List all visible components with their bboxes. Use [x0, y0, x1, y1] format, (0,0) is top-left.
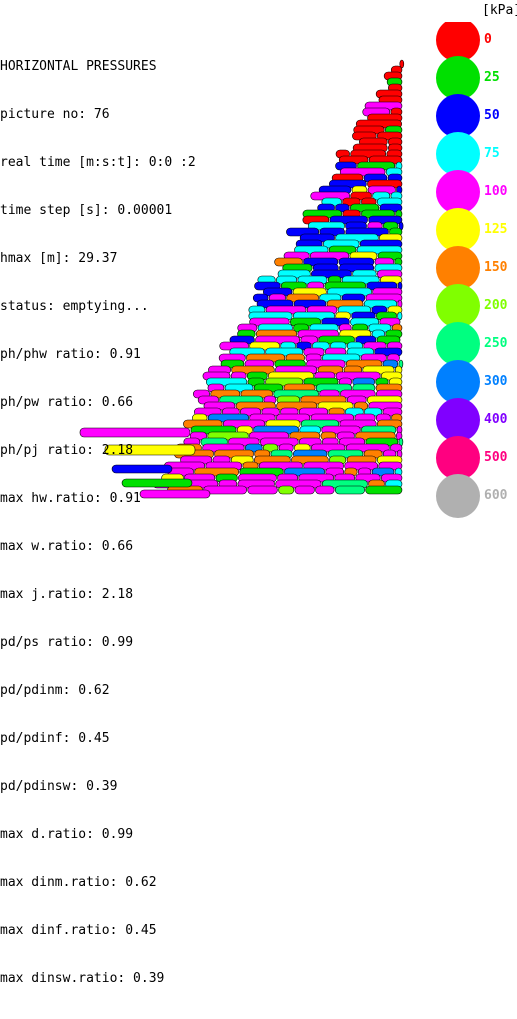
particle	[278, 485, 295, 495]
info-panel: HORIZONTAL PRESSURES picture no: 76 real…	[0, 27, 196, 1019]
legend-label: 50	[484, 108, 500, 123]
info-line-time-step: time step [s]: 0.00001	[0, 203, 173, 218]
legend-label: 250	[484, 336, 508, 351]
particle	[334, 485, 366, 495]
legend-swatch	[436, 170, 480, 214]
particle	[294, 485, 315, 495]
simulation-view: HORIZONTAL PRESSURES picture no: 76 real…	[0, 3, 517, 986]
info-line-pd-ps: pd/ps ratio: 0.99	[0, 635, 134, 650]
legend-label: 500	[484, 450, 508, 465]
particle	[315, 485, 335, 495]
info-line-max-dinsw: max dinsw.ratio: 0.39	[0, 971, 165, 986]
info-line-max-dinf: max dinf.ratio: 0.45	[0, 923, 157, 938]
legend-swatch	[436, 474, 480, 518]
info-line-pd-pdinf: pd/pdinf: 0.45	[0, 731, 110, 746]
legend-unit: [kPa]	[482, 3, 517, 18]
legend-label: 600	[484, 488, 508, 503]
info-line-hmax: hmax [m]: 29.37	[0, 251, 118, 266]
legend-label: 25	[484, 70, 500, 85]
info-line-real-time: real time [m:s:t]: 0:0 :2	[0, 155, 196, 170]
legend-swatch	[436, 94, 480, 138]
legend-label: 150	[484, 260, 508, 275]
legend-swatch	[436, 56, 480, 100]
legend-swatch	[436, 322, 480, 366]
info-line-pd-pdinsw: pd/pdinsw: 0.39	[0, 779, 118, 794]
legend-label: 300	[484, 374, 508, 389]
particle	[104, 444, 196, 456]
legend-swatch	[436, 246, 480, 290]
color-legend-bar	[436, 22, 480, 518]
info-line-max-dinm: max dinm.ratio: 0.62	[0, 875, 157, 890]
legend-swatch	[436, 398, 480, 442]
legend-swatch	[436, 208, 480, 252]
particle	[79, 427, 191, 438]
info-line-max-d: max d.ratio: 0.99	[0, 827, 134, 842]
particle	[365, 485, 403, 495]
particle	[111, 464, 173, 474]
info-line-ph-pj: ph/pj ratio: 2.18	[0, 443, 134, 458]
particle	[139, 489, 211, 499]
legend-label: 0	[484, 32, 492, 47]
info-line-ph-phw: ph/phw ratio: 0.91	[0, 347, 141, 362]
legend-label: 100	[484, 184, 508, 199]
legend-label: 200	[484, 298, 508, 313]
legend-swatch	[436, 436, 480, 480]
info-line-pd-pdinm: pd/pdinm: 0.62	[0, 683, 110, 698]
info-line-status: status: emptying...	[0, 299, 149, 314]
particle	[247, 485, 278, 495]
particle	[121, 478, 193, 488]
panel-title: HORIZONTAL PRESSURES	[0, 59, 157, 74]
info-line-max-j: max j.ratio: 2.18	[0, 587, 134, 602]
particle-pile-visualization	[79, 59, 405, 499]
legend-label: 125	[484, 222, 508, 237]
info-line-max-hw: max hw.ratio: 0.91	[0, 491, 141, 506]
legend-label: 75	[484, 146, 500, 161]
legend-label: 400	[484, 412, 508, 427]
info-line-picture-no: picture no: 76	[0, 107, 110, 122]
legend-swatch	[436, 132, 480, 176]
legend-swatch	[436, 284, 480, 328]
legend-swatch	[436, 22, 480, 62]
info-line-ph-pw: ph/pw ratio: 0.66	[0, 395, 134, 410]
legend-swatch	[436, 360, 480, 404]
info-line-max-w: max w.ratio: 0.66	[0, 539, 134, 554]
